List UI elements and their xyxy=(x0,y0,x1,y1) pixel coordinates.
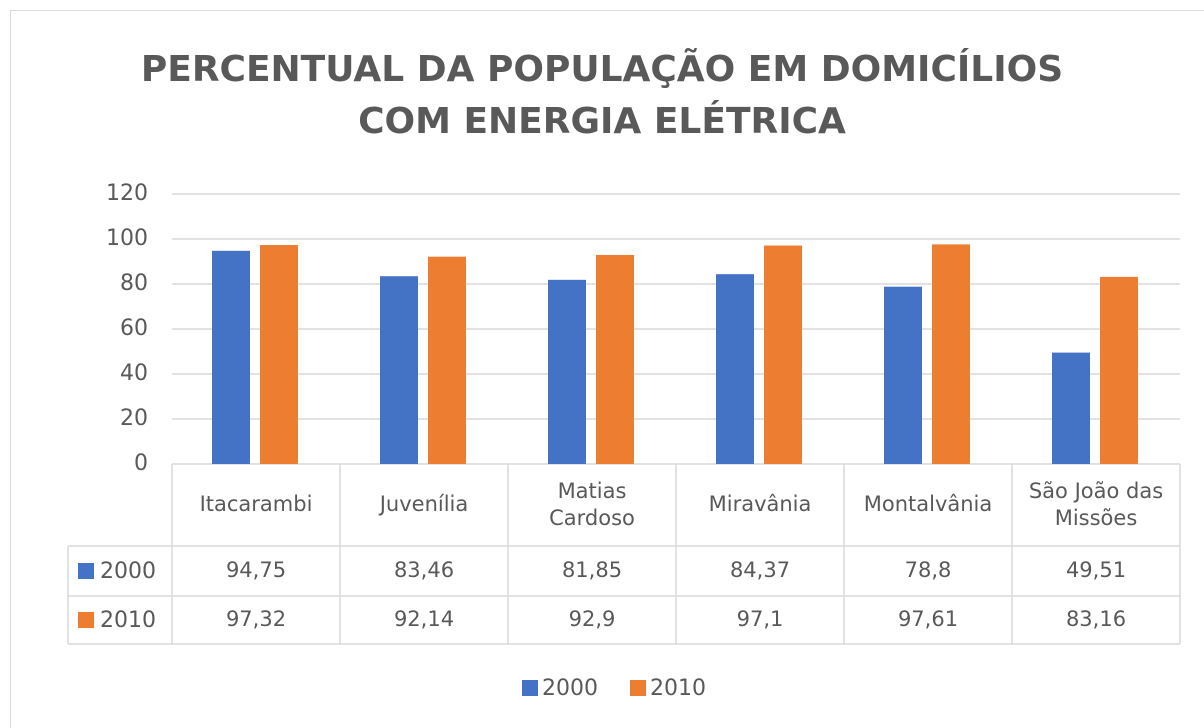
data-label: 78,8 xyxy=(904,558,952,583)
category-label: São João das Missões xyxy=(1028,478,1164,530)
data-label: 97,32 xyxy=(225,607,287,632)
y-tick-label: 80 xyxy=(120,271,148,296)
data-label: 84,37 xyxy=(729,558,791,583)
table-legend-key xyxy=(78,612,94,628)
bar xyxy=(212,250,250,464)
chart-border xyxy=(10,10,1204,728)
table-legend-key xyxy=(78,563,94,579)
bar xyxy=(380,276,418,464)
bar xyxy=(260,245,298,464)
legend-label: 2000 xyxy=(542,676,598,701)
data-label: 81,85 xyxy=(561,558,623,583)
category-label: Miravânia xyxy=(708,492,812,517)
data-label: 97,61 xyxy=(897,607,959,632)
bar xyxy=(548,279,586,464)
bar xyxy=(428,256,466,464)
category-label: Matias Cardoso xyxy=(549,478,635,530)
bar xyxy=(764,245,802,464)
bar xyxy=(596,254,634,464)
category-label: Juvenília xyxy=(379,492,469,517)
table-series-name: 2000 xyxy=(100,559,156,584)
y-tick-label: 100 xyxy=(106,226,148,251)
chart-title: PERCENTUAL DA POPULAÇÃO EM DOMICÍLIOS CO… xyxy=(140,49,1064,143)
data-label: 92,9 xyxy=(568,607,616,632)
y-tick-label: 120 xyxy=(106,181,148,206)
data-label: 97,1 xyxy=(736,607,784,632)
category-label: Itacarambi xyxy=(199,492,313,517)
y-tick-label: 40 xyxy=(120,361,148,386)
data-label: 49,51 xyxy=(1065,558,1127,583)
bar xyxy=(716,274,754,464)
data-label: 94,75 xyxy=(225,558,287,583)
table-series-name: 2010 xyxy=(100,608,156,633)
y-tick-label: 60 xyxy=(120,316,148,341)
data-label: 92,14 xyxy=(393,607,455,632)
bar xyxy=(884,286,922,464)
y-tick-label: 20 xyxy=(120,406,148,431)
legend-key xyxy=(522,680,538,696)
bar xyxy=(1100,276,1138,464)
bar xyxy=(932,244,970,464)
data-label: 83,46 xyxy=(393,558,455,583)
legend-key xyxy=(630,680,646,696)
bar xyxy=(1052,352,1090,464)
y-tick-label: 0 xyxy=(134,451,148,476)
category-label: Montalvânia xyxy=(863,492,993,517)
legend-label: 2010 xyxy=(650,676,706,701)
data-label: 83,16 xyxy=(1065,607,1127,632)
